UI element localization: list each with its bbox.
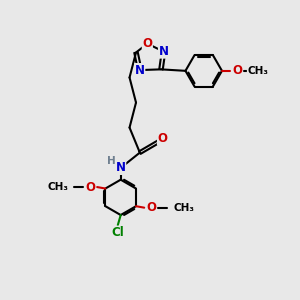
Text: N: N <box>135 64 145 76</box>
Text: N: N <box>158 45 169 58</box>
Text: O: O <box>85 181 95 194</box>
Text: O: O <box>232 64 242 77</box>
Text: CH₃: CH₃ <box>47 182 68 192</box>
Text: O: O <box>158 132 167 145</box>
Text: Cl: Cl <box>111 226 124 239</box>
Text: CH₃: CH₃ <box>173 203 194 213</box>
Text: N: N <box>116 161 126 174</box>
Text: H: H <box>107 156 116 167</box>
Text: O: O <box>142 37 152 50</box>
Text: O: O <box>146 201 156 214</box>
Text: CH₃: CH₃ <box>248 66 268 76</box>
